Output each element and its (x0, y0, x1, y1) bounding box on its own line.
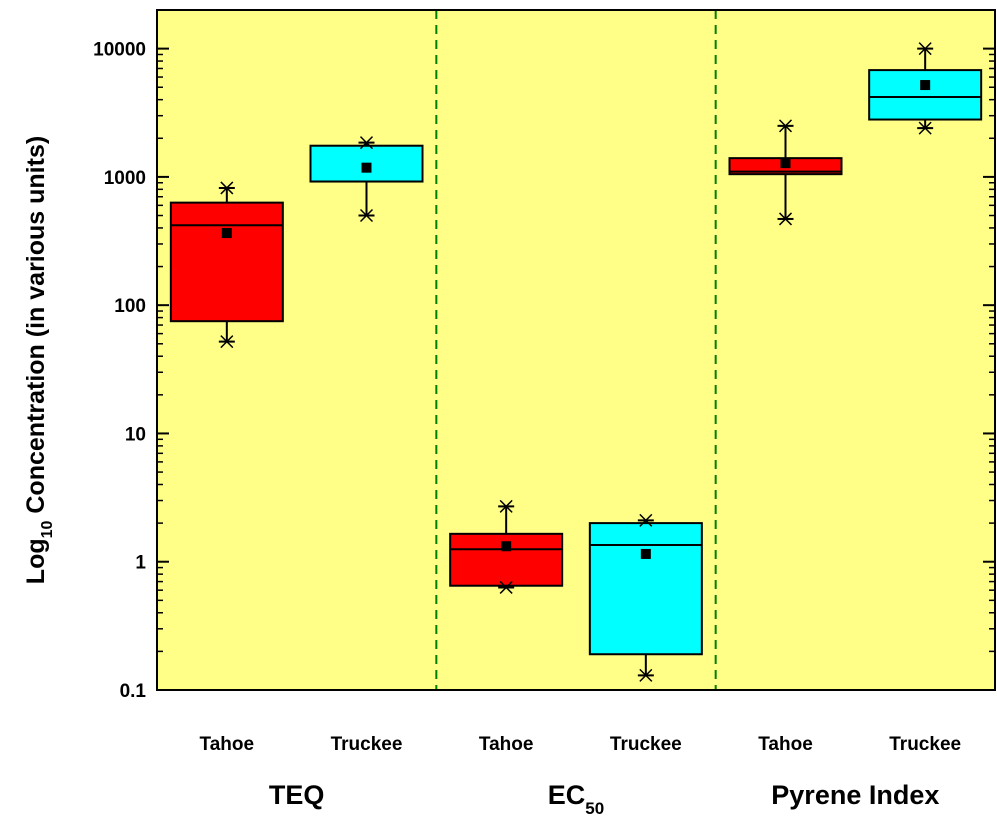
group-label: TEQ (269, 780, 325, 810)
extreme-marker (778, 212, 793, 226)
box-tahoe (169, 181, 284, 349)
box-iqr (868, 69, 983, 121)
box-tahoe (449, 499, 564, 594)
extreme-marker (918, 42, 932, 56)
plot-frame (156, 9, 996, 691)
group-label: Pyrene Index (771, 780, 939, 810)
box-series (169, 42, 983, 682)
group-label: EC50 (548, 780, 604, 816)
category-label: Truckee (610, 734, 682, 755)
extreme-marker (359, 136, 374, 150)
plot-area-background (157, 10, 995, 690)
box-tahoe (728, 119, 843, 226)
y-tick-label: 100 (114, 296, 146, 317)
y-tick-label: 1000 (104, 168, 146, 189)
y-axis-title-prefix: Log (22, 538, 50, 584)
y-tick-label: 10 (125, 424, 146, 445)
extreme-marker (359, 208, 374, 223)
mean-marker (501, 541, 512, 552)
box-truckee (588, 513, 703, 682)
category-label: Truckee (331, 734, 403, 755)
y-axis-title: Log10 Concentration (in various units) (22, 136, 56, 584)
category-label: Tahoe (479, 734, 534, 755)
group-label-text: Pyrene Index (771, 780, 939, 810)
extreme-marker (918, 121, 932, 135)
y-axis-title-subscript: 10 (39, 520, 56, 538)
extreme-marker (220, 181, 234, 195)
extreme-marker (639, 513, 653, 527)
extreme-marker (639, 668, 653, 682)
group-dividers (435, 10, 717, 690)
group-label-text: TEQ (269, 780, 325, 810)
mean-marker (221, 228, 232, 239)
box-iqr (588, 522, 703, 656)
y-tick-label: 0.1 (120, 681, 147, 702)
extreme-marker (499, 580, 513, 594)
category-label: Tahoe (758, 734, 813, 755)
category-label: Tahoe (200, 734, 255, 755)
x-axis-labels: Tahoe Truckee TEQ Tahoe Truckee EC50 Tahoe Truc… (200, 734, 962, 816)
mean-marker (920, 80, 931, 91)
extreme-marker (499, 499, 513, 513)
box-truckee (309, 136, 424, 223)
box-truckee (868, 42, 983, 135)
group-label-subscript: 50 (585, 799, 604, 816)
group-label-text: EC (548, 780, 586, 810)
mean-marker (780, 158, 791, 169)
extreme-marker (778, 119, 793, 133)
box-iqr (169, 201, 284, 323)
mean-marker (640, 548, 651, 559)
y-tick-label: 10000 (93, 40, 146, 61)
category-label: Truckee (889, 734, 961, 755)
y-tick-label: 1 (135, 553, 146, 574)
y-axis-title-rest: Concentration (in various units) (22, 136, 50, 521)
mean-marker (361, 162, 372, 173)
extreme-marker (220, 335, 234, 349)
